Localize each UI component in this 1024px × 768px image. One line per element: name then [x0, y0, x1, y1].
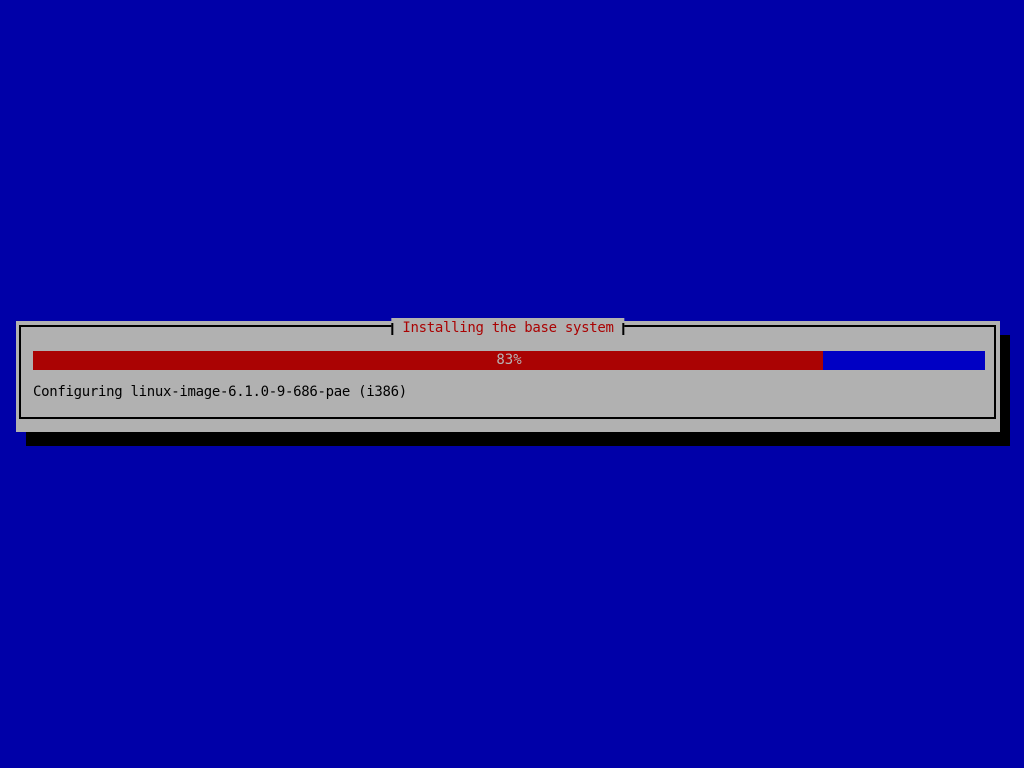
dialog-title: Installing the base system	[391, 318, 625, 339]
progress-bar: 83%	[33, 351, 985, 370]
progress-percent-label: 83%	[496, 352, 522, 368]
title-right-tick-icon	[622, 322, 625, 335]
status-text: Configuring linux-image-6.1.0-9-686-pae …	[33, 384, 407, 400]
title-left-tick-icon	[391, 322, 394, 335]
progress-dialog: Installing the base system 83% Configuri…	[16, 318, 1000, 432]
progress-fill	[33, 351, 824, 370]
dialog-title-text: Installing the base system	[402, 320, 614, 336]
dialog-border	[19, 325, 996, 419]
